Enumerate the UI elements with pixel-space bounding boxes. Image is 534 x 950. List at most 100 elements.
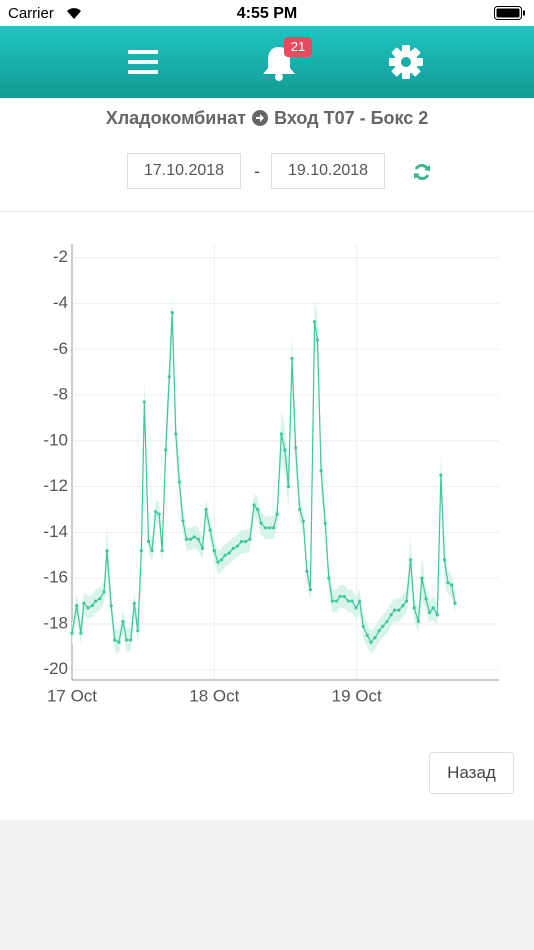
point bbox=[439, 473, 443, 477]
menu-button[interactable] bbox=[128, 48, 158, 76]
point bbox=[82, 601, 86, 605]
point bbox=[181, 519, 185, 523]
point bbox=[412, 606, 416, 610]
point bbox=[136, 629, 140, 633]
point bbox=[401, 604, 405, 608]
point bbox=[219, 558, 224, 562]
point bbox=[160, 549, 164, 553]
point bbox=[312, 320, 317, 324]
point bbox=[404, 599, 409, 603]
point bbox=[184, 537, 189, 541]
line bbox=[71, 312, 456, 644]
point bbox=[342, 594, 346, 599]
wifi-icon bbox=[67, 8, 81, 19]
x-tick-label: 19 Oct bbox=[332, 686, 382, 705]
point bbox=[381, 624, 385, 628]
point bbox=[308, 587, 313, 592]
point bbox=[263, 526, 267, 530]
y-tick-label: -12 bbox=[43, 476, 68, 495]
point bbox=[90, 604, 94, 608]
point bbox=[98, 597, 102, 601]
point bbox=[109, 604, 113, 608]
end-date-input[interactable]: 19.10.2018 bbox=[271, 153, 385, 189]
start-date-input[interactable]: 17.10.2018 bbox=[127, 153, 241, 189]
y-tick-label: -14 bbox=[43, 522, 68, 541]
point bbox=[435, 613, 439, 617]
point bbox=[124, 638, 129, 642]
point bbox=[442, 558, 447, 562]
point bbox=[358, 599, 362, 603]
point bbox=[86, 606, 90, 610]
point bbox=[373, 636, 377, 640]
point bbox=[223, 553, 227, 557]
point bbox=[315, 338, 320, 342]
x-tick-label: 17 Oct bbox=[47, 686, 97, 705]
point bbox=[216, 560, 220, 564]
point bbox=[132, 601, 136, 605]
point bbox=[397, 608, 401, 612]
point bbox=[327, 576, 331, 580]
back-button[interactable]: Назад bbox=[429, 752, 514, 794]
point bbox=[113, 638, 117, 642]
chart: -20 -18 -16 -14 -12 -10 -8 -6 -4 -2 17 Oct 18 Oct 19… bbox=[43, 244, 499, 705]
point bbox=[409, 558, 413, 562]
point bbox=[259, 521, 263, 525]
point bbox=[424, 597, 428, 601]
point bbox=[231, 546, 235, 550]
point bbox=[453, 601, 457, 605]
point bbox=[200, 546, 205, 550]
point bbox=[212, 549, 216, 553]
point bbox=[117, 640, 121, 644]
point bbox=[244, 539, 248, 544]
point bbox=[301, 519, 305, 523]
point bbox=[139, 549, 143, 553]
point bbox=[252, 503, 256, 507]
y-tick-label: -8 bbox=[53, 385, 68, 404]
point bbox=[393, 608, 397, 612]
breadcrumb-from: Хладокомбинат bbox=[105, 108, 247, 128]
y-tick-label: -18 bbox=[43, 613, 68, 632]
range-band bbox=[72, 289, 456, 654]
point bbox=[330, 599, 334, 603]
point bbox=[164, 448, 168, 452]
point bbox=[369, 640, 373, 644]
point bbox=[240, 539, 244, 544]
point bbox=[235, 544, 240, 548]
clock: 4:55 PM bbox=[236, 5, 298, 22]
point bbox=[227, 551, 231, 555]
y-tick-label: -16 bbox=[43, 568, 68, 587]
point bbox=[420, 576, 424, 580]
point bbox=[323, 521, 327, 525]
content: Хладокомбинат Вход Т07 - Бокс 2 17.10.201… bbox=[0, 98, 534, 820]
point bbox=[174, 432, 178, 436]
point bbox=[189, 537, 193, 541]
notification-badge: 21 bbox=[284, 37, 312, 57]
point bbox=[298, 507, 302, 512]
refresh-button[interactable] bbox=[412, 162, 432, 182]
point bbox=[431, 606, 435, 610]
point bbox=[449, 583, 454, 587]
point bbox=[416, 620, 420, 624]
point bbox=[192, 535, 196, 539]
settings-button[interactable] bbox=[389, 45, 423, 79]
y-tick-label: -4 bbox=[53, 293, 68, 312]
point bbox=[94, 599, 98, 603]
point bbox=[275, 512, 279, 516]
point bbox=[283, 448, 287, 452]
battery-icon bbox=[494, 6, 525, 20]
point bbox=[354, 606, 358, 610]
point bbox=[208, 528, 212, 532]
y-tick-label: -6 bbox=[53, 339, 68, 358]
arrow-icon bbox=[252, 110, 269, 126]
point bbox=[319, 468, 323, 473]
point bbox=[361, 624, 365, 628]
point bbox=[365, 633, 369, 637]
point bbox=[167, 375, 171, 379]
point bbox=[102, 590, 106, 594]
point bbox=[70, 631, 74, 635]
point bbox=[204, 507, 208, 512]
point bbox=[146, 539, 151, 544]
point bbox=[428, 610, 432, 615]
date-separator: - bbox=[254, 161, 260, 181]
point bbox=[129, 638, 133, 642]
